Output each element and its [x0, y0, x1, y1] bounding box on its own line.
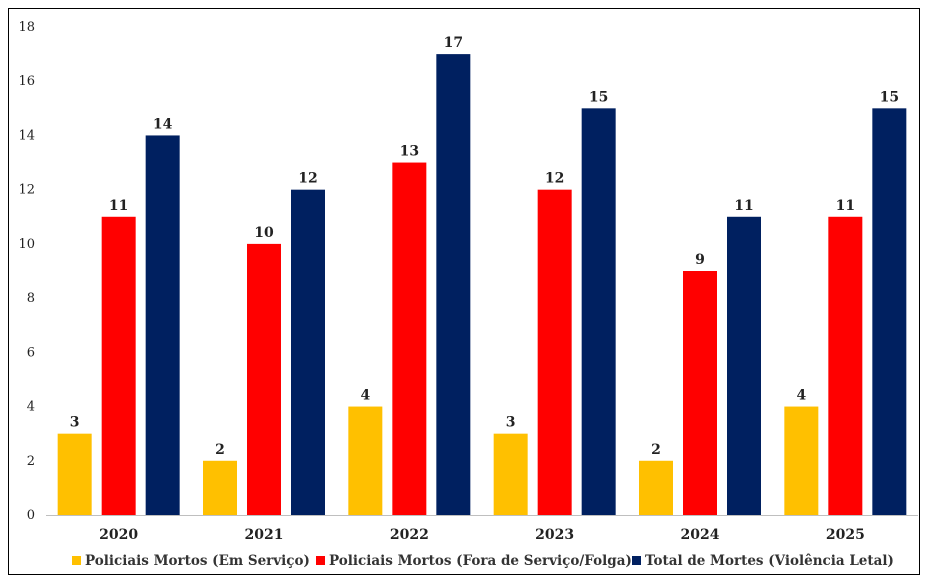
bar-2025-series-3 [872, 108, 907, 515]
y-tick-label: 14 [18, 128, 35, 143]
data-label: 15 [589, 89, 608, 105]
bar-2025-series-2 [828, 216, 863, 515]
data-label: 2 [215, 442, 225, 458]
data-label: 9 [695, 252, 705, 268]
bar-2020-series-1 [57, 433, 92, 515]
x-tick-label: 2024 [681, 527, 720, 543]
data-label: 14 [153, 116, 173, 132]
legend-label: Total de Mortes (Violência Letal) [645, 553, 894, 569]
bar-2024-series-3 [727, 216, 761, 515]
y-tick-label: 0 [27, 508, 35, 523]
data-label: 2 [651, 442, 661, 458]
legend-swatch [632, 556, 641, 565]
bar-2021-series-2 [247, 243, 281, 515]
bar-2023-series-2 [537, 189, 572, 515]
y-tick-label: 2 [27, 454, 35, 469]
legend: Policiais Mortos (Em Serviço) Policiais M… [72, 553, 894, 569]
bar-2023-series-3 [581, 108, 616, 515]
data-label: 3 [506, 415, 516, 431]
bar-2020-series-2 [101, 216, 136, 515]
y-tick-label: 8 [27, 291, 35, 306]
x-tick-label: 2023 [535, 527, 574, 543]
y-axis: 0 2 4 6 8 10 12 14 16 18 [18, 20, 35, 523]
data-label: 11 [734, 198, 753, 214]
y-tick-label: 6 [27, 345, 35, 360]
bar-2025-series-1 [784, 406, 819, 515]
data-label: 10 [254, 225, 274, 241]
y-tick-label: 16 [18, 74, 35, 89]
data-label: 15 [880, 89, 899, 105]
x-tick-label: 2022 [390, 527, 429, 543]
bar-2021-series-3 [291, 189, 325, 515]
y-tick-label: 10 [18, 237, 35, 252]
bar-2022-series-2 [392, 162, 427, 516]
data-label: 4 [360, 388, 370, 404]
bar-2020-series-3 [145, 135, 180, 515]
data-label: 13 [400, 144, 419, 160]
bar-2021-series-1 [203, 460, 237, 515]
bar-2024-series-2 [683, 271, 717, 515]
bars: 3 11 14 2 10 12 4 13 17 3 12 15 2 9 11 4 11 15 [57, 35, 907, 516]
legend-label: Policiais Mortos (Fora de Serviço/Folga) [329, 553, 632, 569]
data-label: 11 [836, 198, 855, 214]
x-tick-label: 2025 [826, 527, 865, 543]
y-tick-label: 4 [27, 400, 35, 415]
bar-2022-series-1 [348, 406, 383, 515]
data-label: 4 [796, 388, 806, 404]
bar-2022-series-3 [436, 54, 471, 515]
data-label: 12 [545, 171, 564, 187]
legend-label: Policiais Mortos (Em Serviço) [85, 553, 310, 569]
x-tick-label: 2021 [245, 527, 284, 543]
y-tick-label: 12 [18, 183, 35, 198]
x-axis: 2020 2021 2022 2023 2024 2025 [46, 515, 918, 543]
bar-2023-series-1 [493, 433, 528, 515]
legend-swatch [316, 556, 325, 565]
legend-swatch [72, 556, 81, 565]
bar-2024-series-1 [639, 460, 673, 515]
y-tick-label: 18 [18, 20, 35, 35]
data-label: 11 [109, 198, 128, 214]
data-label: 12 [298, 171, 317, 187]
data-label: 3 [70, 415, 80, 431]
x-tick-label: 2020 [99, 527, 138, 543]
data-label: 17 [444, 35, 463, 51]
